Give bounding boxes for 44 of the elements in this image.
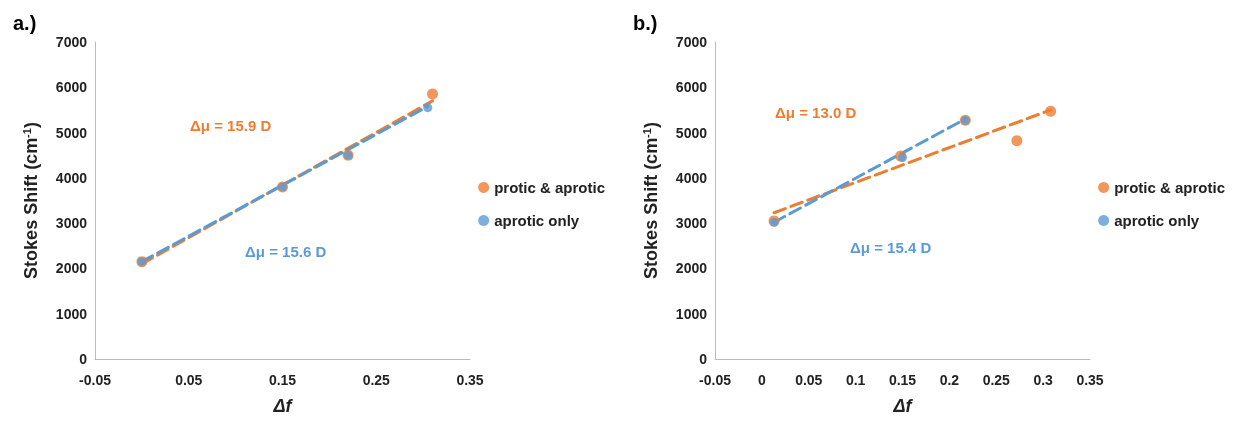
- y-tick-label: 2000: [55, 260, 88, 277]
- annotation: Δμ = 13.0 D: [775, 104, 857, 121]
- legend-label: protic & aprotic: [1114, 179, 1226, 196]
- x-tick-label: 0.1: [845, 372, 866, 388]
- x-tick-label: 0.25: [362, 372, 391, 388]
- annotation: Δμ = 15.4 D: [850, 239, 932, 256]
- legend-label: aprotic only: [1114, 212, 1200, 229]
- y-axis-title: Stokes Shift (cm-1): [640, 122, 661, 279]
- y-tick-label: 5000: [55, 124, 88, 141]
- y-tick-label: 5000: [675, 124, 708, 141]
- y-tick-label: 6000: [675, 79, 708, 96]
- x-tick-label: 0.3: [1033, 372, 1054, 388]
- y-tick-label: 3000: [675, 215, 708, 232]
- y-tick-label: 7000: [55, 34, 88, 50]
- x-tick-label: 0: [757, 372, 766, 388]
- y-tick-label: 4000: [675, 169, 708, 186]
- chart-title: b.): [633, 12, 658, 34]
- y-axis-title: Stokes Shift (cm-1): [20, 122, 41, 279]
- x-tick-label: 0.15: [268, 372, 297, 388]
- y-tick-label: 0: [699, 351, 708, 367]
- x-tick-label: -0.05: [79, 372, 112, 388]
- y-tick-label: 0: [79, 351, 88, 367]
- x-tick-label: -0.05: [699, 372, 732, 388]
- x-tick-label: 0.25: [982, 372, 1011, 388]
- y-tick-label: 4000: [55, 169, 88, 186]
- y-tick-label: 2000: [675, 260, 708, 277]
- y-tick-label: 1000: [675, 305, 708, 322]
- x-axis-title: Δf: [892, 396, 914, 416]
- x-tick-label: 0.05: [175, 372, 203, 388]
- x-tick-label: 0.35: [456, 372, 484, 388]
- x-tick-label: 0.05: [795, 372, 823, 388]
- y-tick-label: 7000: [675, 34, 708, 50]
- x-axis-title: Δf: [272, 396, 294, 416]
- y-tick-label: 3000: [55, 215, 88, 232]
- legend-label: protic & aprotic: [494, 179, 606, 196]
- y-tick-label: 1000: [55, 305, 88, 322]
- chart-title: a.): [13, 12, 37, 34]
- x-tick-label: 0.2: [939, 372, 960, 388]
- y-tick-label: 6000: [55, 79, 88, 96]
- x-tick-label: 0.35: [1076, 372, 1104, 388]
- annotation: Δμ = 15.9 D: [190, 117, 272, 134]
- x-tick-label: 0.15: [888, 372, 917, 388]
- legend-label: aprotic only: [494, 212, 580, 229]
- annotation: Δμ = 15.6 D: [245, 243, 327, 260]
